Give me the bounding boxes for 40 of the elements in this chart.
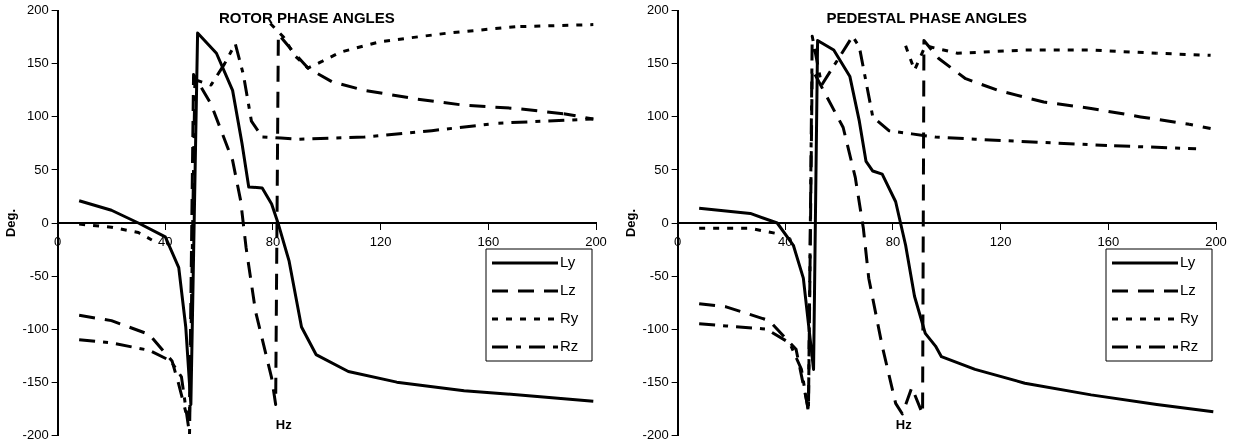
x-axis-title: Hz xyxy=(275,416,293,432)
y-tick-label: 200 xyxy=(26,2,49,18)
y-tick-label: -50 xyxy=(649,267,669,283)
y-tick-label: 100 xyxy=(26,108,49,124)
y-tick-label: 0 xyxy=(41,214,49,230)
y-tick-label: -150 xyxy=(642,373,669,389)
y-axis-title: Deg. xyxy=(623,208,639,238)
y-tick-label: -150 xyxy=(22,373,49,389)
y-tick-label: 50 xyxy=(654,161,669,177)
y-tick-label: -50 xyxy=(29,267,49,283)
legend-label: Lz xyxy=(1180,281,1196,299)
chart-title: PEDESTAL PHASE ANGLES xyxy=(826,8,1028,26)
legend-label: Rz xyxy=(1180,337,1199,355)
y-tick-label: 150 xyxy=(26,55,49,71)
y-tick-label: 50 xyxy=(34,161,49,177)
y-tick-label: -200 xyxy=(22,426,49,442)
legend-label: Ly xyxy=(1180,253,1196,271)
y-axis-title: Deg. xyxy=(3,208,19,238)
x-tick-label: 120 xyxy=(369,234,392,250)
y-tick-label: 150 xyxy=(646,55,669,71)
legend-label: Ry xyxy=(1180,309,1199,327)
x-tick-label: 160 xyxy=(477,234,500,250)
legend-label: Ry xyxy=(560,309,579,327)
x-tick-label: 80 xyxy=(265,234,281,250)
chart-title: ROTOR PHASE ANGLES xyxy=(218,8,395,26)
x-tick-label: 160 xyxy=(1097,234,1120,250)
x-tick-label: 80 xyxy=(885,234,901,250)
legend-label: Ly xyxy=(560,253,576,271)
y-tick-label: 200 xyxy=(646,2,669,18)
y-tick-label: -200 xyxy=(642,426,669,442)
y-tick-label: -100 xyxy=(22,320,49,336)
legend-label: Lz xyxy=(560,281,576,299)
y-tick-label: -100 xyxy=(642,320,669,336)
x-tick-label: 200 xyxy=(1205,234,1227,250)
x-axis-title: Hz xyxy=(895,416,913,432)
y-tick-label: 100 xyxy=(646,108,669,124)
x-tick-label: 200 xyxy=(585,234,607,250)
y-tick-label: 0 xyxy=(661,214,669,230)
x-tick-label: 120 xyxy=(989,234,1012,250)
legend-label: Rz xyxy=(560,337,579,355)
